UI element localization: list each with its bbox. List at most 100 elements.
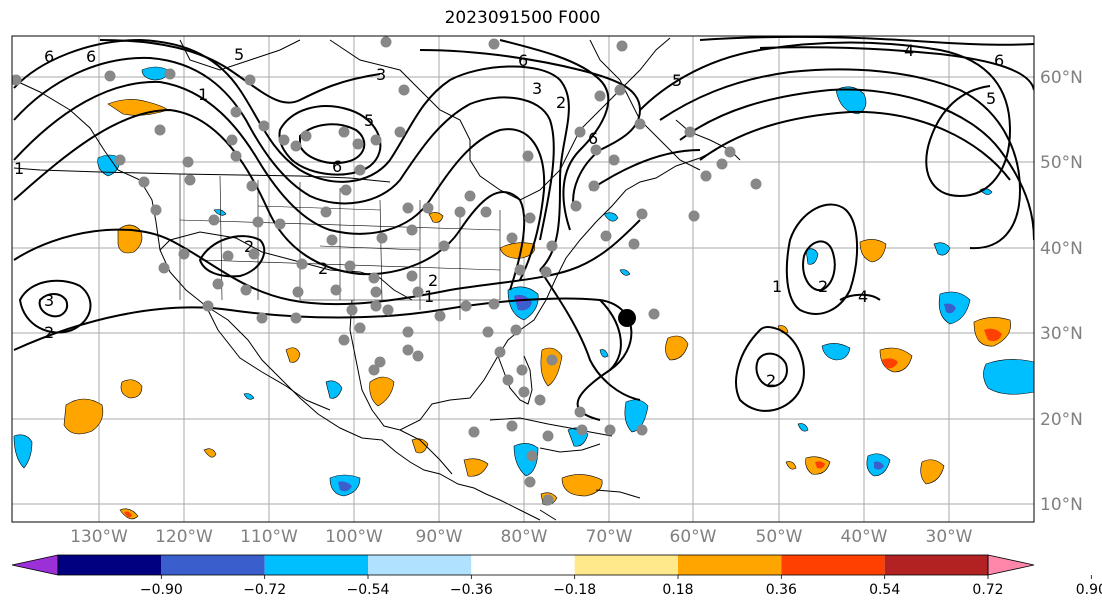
- colorbar-tick-labels: −0.90 −0.72 −0.54 −0.36 −0.18 0.18 0.36 0.54 0.7…: [140, 582, 1102, 598]
- observation-dot: [406, 270, 418, 282]
- observation-dot: [354, 164, 366, 176]
- observation-dot: [368, 364, 380, 376]
- observation-dot: [506, 232, 518, 244]
- observation-dot: [524, 212, 536, 224]
- observation-dot: [344, 260, 356, 272]
- observation-dot: [636, 208, 648, 220]
- observation-dot: [724, 146, 736, 158]
- latitude-labels: 60°N 50°N 40°N 30°N 20°N 10°N: [1040, 68, 1083, 515]
- colorbar-segment: [161, 555, 265, 575]
- colorbar-tick-label: 0.72: [972, 582, 1003, 598]
- longitude-labels: 130°W 120°W 110°W 100°W 90°W 80°W 70°W 60°W 50°W…: [70, 527, 973, 547]
- contour-label: 4: [858, 287, 868, 306]
- observation-dot: [300, 130, 312, 142]
- colorbar-tick-label: 0.18: [662, 582, 693, 598]
- observation-dot: [412, 350, 424, 362]
- observation-dot: [256, 312, 268, 324]
- colorbar-segment: [368, 555, 472, 575]
- colorbar-segment: [58, 555, 162, 575]
- observation-dot: [230, 150, 242, 162]
- observation-dot: [750, 178, 762, 190]
- longitude-label: 70°W: [586, 527, 633, 547]
- observation-dot: [494, 346, 506, 358]
- observation-dot: [150, 204, 162, 216]
- observation-dot: [374, 356, 386, 368]
- observation-dot: [402, 202, 414, 214]
- observation-dot: [518, 386, 530, 398]
- observation-dot: [326, 234, 338, 246]
- observation-dot: [616, 40, 628, 52]
- observation-dot: [138, 176, 150, 188]
- map-frame: [11, 35, 1035, 523]
- contour-label: 6: [588, 129, 598, 148]
- observation-dot: [114, 154, 126, 166]
- longitude-label: 40°W: [841, 527, 888, 547]
- contour-label: 3: [44, 291, 54, 310]
- contour-label: 3: [376, 65, 386, 84]
- observation-dot: [700, 170, 712, 182]
- observation-dot: [648, 308, 660, 320]
- colorbar-segment: [678, 555, 782, 575]
- observation-dot: [202, 300, 214, 312]
- observation-dot: [248, 248, 260, 260]
- longitude-label: 110°W: [240, 527, 298, 547]
- observation-dot: [464, 190, 476, 202]
- contour-label: 6: [86, 47, 96, 66]
- observation-dot: [290, 140, 302, 152]
- contour-label: 5: [672, 71, 682, 90]
- contour-label: 2: [556, 93, 566, 112]
- observation-dot: [244, 74, 256, 86]
- observation-dot: [438, 240, 450, 252]
- observation-dot: [480, 206, 492, 218]
- longitude-label: 120°W: [155, 527, 213, 547]
- colorbar-tick-label: −0.18: [553, 582, 596, 598]
- colorbar-extend-high: [987, 554, 1035, 576]
- observation-dot: [636, 424, 648, 436]
- observation-dot: [178, 248, 190, 260]
- contour-label: 2: [818, 277, 828, 296]
- observation-dot: [338, 126, 350, 138]
- observation-dot: [376, 232, 388, 244]
- contour-label: 1: [14, 159, 24, 178]
- observation-dot: [398, 84, 410, 96]
- observation-dot: [634, 118, 646, 130]
- contour-label: 1: [424, 287, 434, 306]
- observation-dot: [524, 476, 536, 488]
- state-boundaries: [179, 174, 501, 320]
- contour-label: 5: [986, 89, 996, 108]
- longitude-label: 30°W: [926, 527, 973, 547]
- observation-dot: [546, 240, 558, 252]
- observation-dot: [346, 304, 358, 316]
- colorbar-tick-label: 0.36: [766, 582, 797, 598]
- observation-dot: [514, 264, 526, 276]
- contour-label: 4: [904, 41, 914, 60]
- observation-dot: [468, 426, 480, 438]
- latitude-label: 20°N: [1040, 410, 1083, 430]
- colorbar-extend-low: [11, 554, 59, 576]
- latitude-label: 60°N: [1040, 68, 1083, 88]
- map-title: 2023091500 F000: [444, 8, 601, 28]
- observation-dot: [454, 206, 466, 218]
- observation-dot: [406, 224, 418, 236]
- contour-label: 5: [364, 111, 374, 130]
- latitude-label: 30°N: [1040, 324, 1083, 344]
- observation-dot: [296, 258, 308, 270]
- colorbar-tick-label: −0.90: [140, 582, 183, 598]
- observation-dot: [222, 250, 234, 262]
- observation-dot: [354, 322, 366, 334]
- observation-dot: [290, 312, 302, 324]
- observation-dot: [590, 144, 602, 156]
- colorbar-segment: [781, 555, 885, 575]
- observation-dot: [540, 266, 552, 278]
- observation-dot: [570, 200, 582, 212]
- longitude-label: 130°W: [70, 527, 128, 547]
- observation-dot: [240, 284, 252, 296]
- observation-dot: [716, 158, 728, 170]
- observation-dot: [488, 38, 500, 50]
- observation-dot: [370, 134, 382, 146]
- observation-dot: [688, 210, 700, 222]
- latitude-label: 10°N: [1040, 495, 1083, 515]
- contour-label: 2: [428, 271, 438, 290]
- colorbar-tick-label: −0.54: [347, 582, 390, 598]
